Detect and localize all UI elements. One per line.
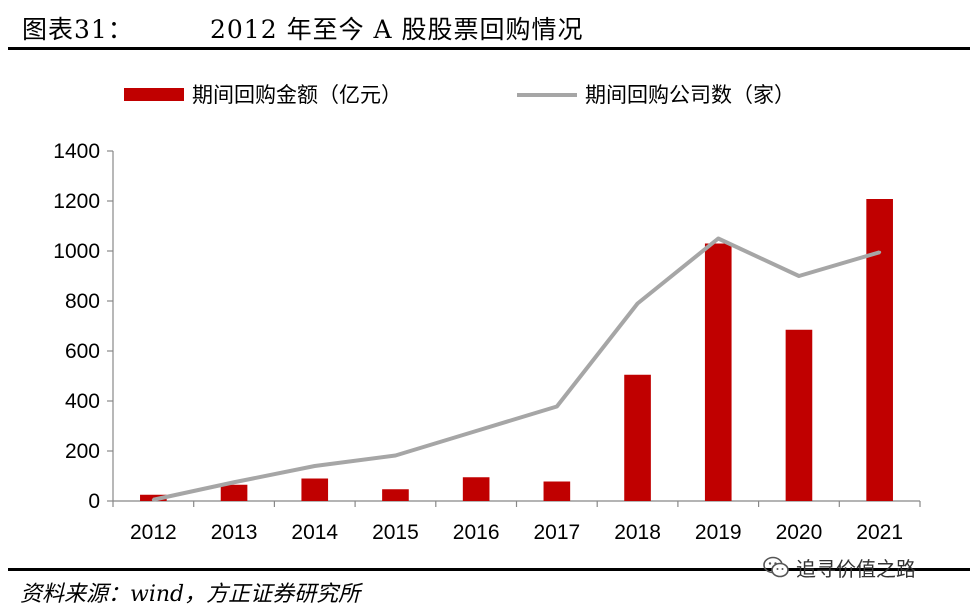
x-tick-label: 2020	[776, 521, 823, 544]
line-point	[716, 237, 720, 240]
top-rule	[8, 47, 970, 50]
bar	[785, 329, 813, 501]
y-tick-label: 600	[65, 340, 100, 363]
bar	[704, 243, 732, 501]
wechat-icon	[763, 556, 789, 578]
x-tick-label: 2015	[372, 521, 419, 544]
line-point	[797, 274, 801, 278]
x-tick-label: 2013	[211, 521, 258, 544]
legend-bar-label: 期间回购金额（亿元）	[192, 83, 402, 107]
legend: 期间回购金额（亿元） 期间回购公司数（家）	[124, 83, 795, 107]
bar	[220, 484, 248, 501]
x-tick-label: 2021	[856, 521, 903, 544]
watermark-text: 追寻价值之路	[796, 556, 916, 581]
bottom-rule	[8, 568, 970, 571]
line-point	[151, 498, 155, 502]
x-tick-label: 2019	[695, 521, 742, 544]
x-tick-label: 2012	[130, 521, 177, 544]
axes: 0 200 400 600 800 1000 1200 1400 2012 2013 2014 201…	[53, 140, 921, 544]
line-point	[555, 405, 559, 408]
bar	[301, 478, 329, 501]
source-note: 资料来源：wind，方正证券研究所	[20, 582, 361, 607]
figure-title: 2012 年至今 A 股股票回购情况	[210, 15, 584, 44]
y-tick-label: 1400	[53, 140, 100, 163]
y-tick-label: 1200	[53, 190, 100, 213]
line-point	[878, 250, 882, 254]
legend-bar-swatch	[124, 88, 184, 101]
line-point	[636, 302, 640, 305]
line-path	[152, 236, 881, 502]
line-series	[151, 236, 882, 502]
line-point	[474, 429, 478, 433]
figure-label: 图表31：	[22, 15, 134, 44]
bar	[624, 374, 651, 501]
x-tick-label: 2017	[533, 521, 580, 544]
watermark: 追寻价值之路	[762, 552, 916, 582]
y-tick-label: 400	[65, 390, 100, 413]
line-point	[232, 480, 236, 484]
y-tick-label: 200	[65, 440, 100, 463]
bar	[543, 481, 571, 501]
y-tick-label: 0	[88, 490, 100, 513]
line-point	[313, 464, 317, 468]
x-tick-label: 2014	[291, 521, 338, 544]
legend-line-label: 期间回购公司数（家）	[585, 83, 795, 107]
bar	[866, 199, 893, 501]
bar	[382, 489, 409, 501]
y-tick-label: 1000	[53, 240, 100, 263]
line-point	[393, 454, 397, 457]
figure-header: 图表31： 2012 年至今 A 股股票回购情况	[0, 0, 978, 48]
y-tick-label: 800	[65, 290, 100, 313]
x-tick-label: 2016	[453, 521, 500, 544]
bar	[462, 477, 490, 501]
bar-series	[140, 199, 893, 501]
x-tick-label: 2018	[614, 521, 661, 544]
